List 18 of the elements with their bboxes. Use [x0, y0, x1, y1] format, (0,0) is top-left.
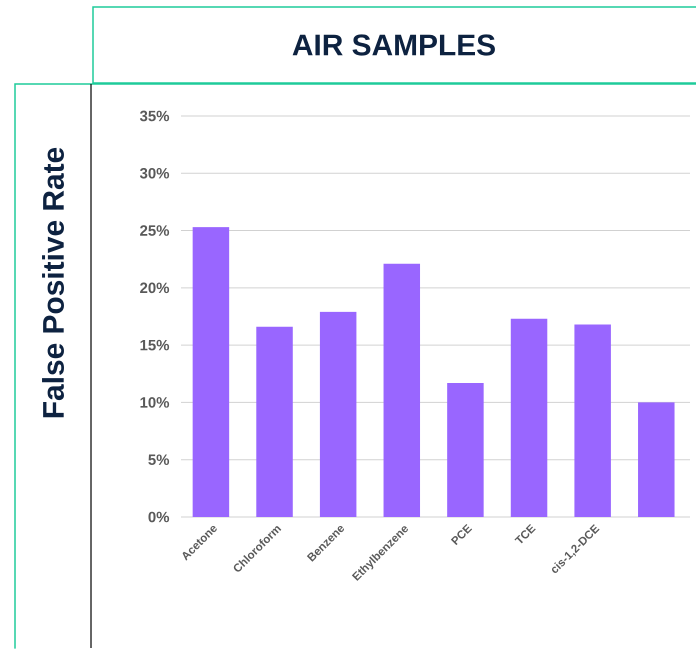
y-tick-label: 5% — [148, 454, 170, 466]
y-tick-label: 30% — [140, 168, 170, 179]
y-tick-label: 20% — [140, 282, 170, 294]
bar — [638, 402, 675, 518]
bar — [192, 227, 230, 518]
chart-title: AIR SAMPLES — [292, 34, 495, 56]
bar — [510, 318, 548, 518]
y-tick-label: 35% — [140, 110, 170, 122]
y-tick-label: 15% — [140, 340, 170, 351]
bar — [447, 383, 484, 518]
y-tick-label: 25% — [140, 225, 170, 236]
bar — [384, 264, 420, 518]
y-tick-label: 10% — [140, 397, 170, 408]
y-axis-title: False Positive Rate — [42, 148, 64, 418]
bar — [574, 324, 611, 518]
bar — [256, 327, 293, 518]
bar — [320, 312, 356, 518]
y-tick-label: 0% — [148, 512, 170, 522]
